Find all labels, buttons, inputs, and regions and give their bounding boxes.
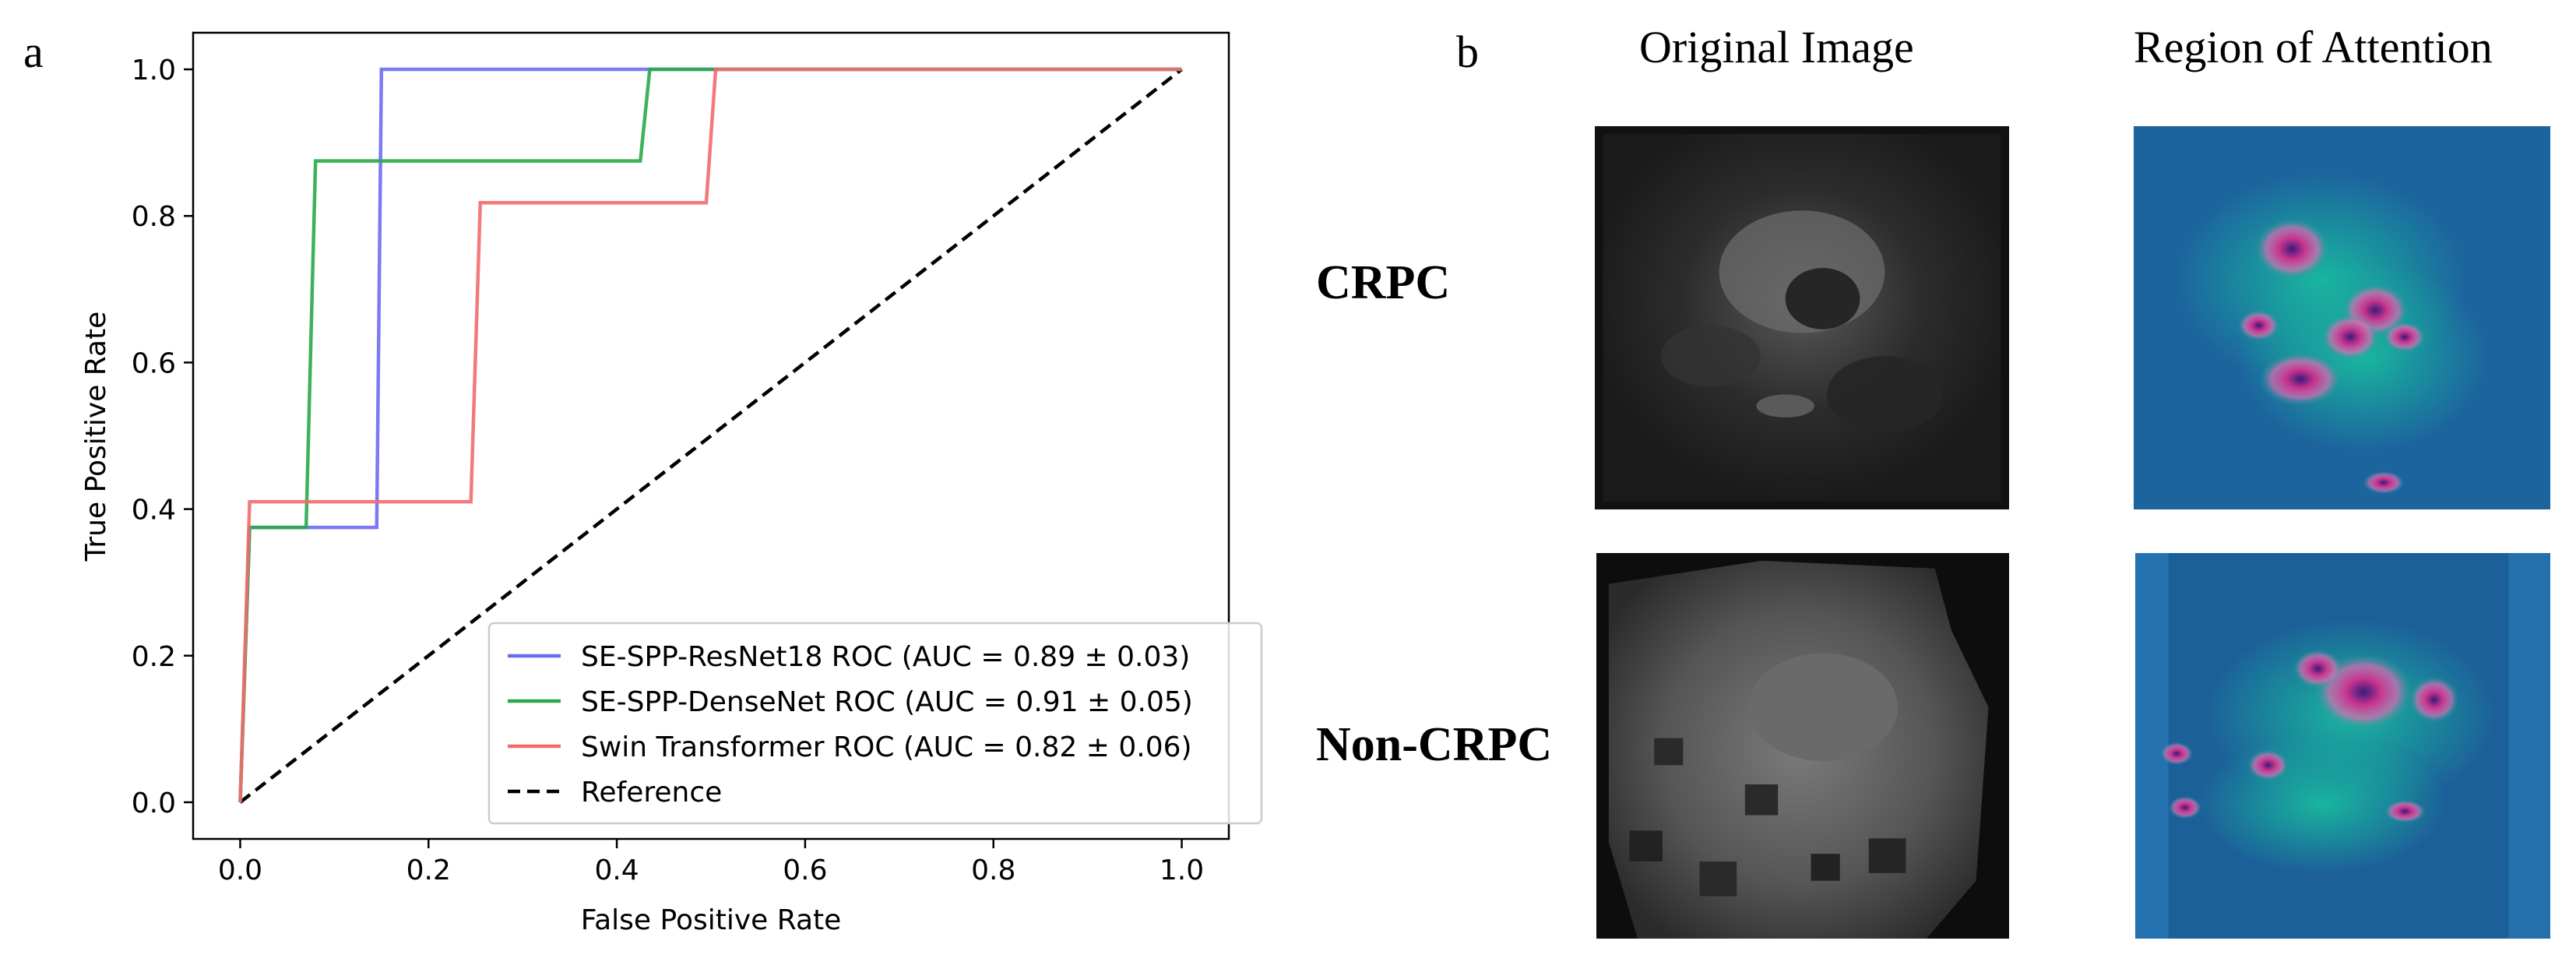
series-line-2	[238, 67, 1182, 803]
non-crpc-original-image	[1596, 553, 2009, 939]
x-tick-label: 0.2	[406, 854, 451, 886]
x-tick-label: 1.0	[1160, 854, 1204, 886]
col-header-original: Original Image	[1639, 22, 1914, 72]
x-tick-label: 0.0	[218, 854, 262, 886]
x-tick-label: 0.6	[783, 854, 827, 886]
col-header-attention: Region of Attention	[2134, 22, 2493, 72]
panel-a-letter: a	[23, 26, 44, 77]
legend-label-1: SE-SPP-DenseNet ROC (AUC = 0.91 ± 0.05)	[581, 686, 1193, 718]
panel-b-letter: b	[1456, 26, 1479, 77]
y-axis-label: True Positive Rate	[80, 312, 112, 562]
legend-label-0: SE-SPP-ResNet18 ROC (AUC = 0.89 ± 0.03)	[581, 641, 1190, 673]
legend-label-2: Swin Transformer ROC (AUC = 0.82 ± 0.06)	[581, 731, 1192, 763]
y-tick-label: 0.8	[132, 201, 176, 233]
crpc-original-image	[1595, 126, 2009, 509]
crpc-attention-map	[2134, 126, 2550, 509]
y-tick-label: 0.2	[132, 641, 176, 673]
non-crpc-attention-map	[2135, 553, 2550, 939]
legend-label-3: Reference	[581, 777, 722, 809]
y-tick-label: 1.0	[132, 55, 176, 86]
y-tick-label: 0.4	[132, 495, 176, 527]
row-label-non-crpc: Non-CRPC	[1316, 718, 1553, 771]
x-tick-label: 0.8	[971, 854, 1015, 886]
plot-frame	[192, 31, 1230, 840]
chart-legend: SE-SPP-ResNet18 ROC (AUC = 0.89 ± 0.03) S…	[487, 622, 1263, 825]
row-label-crpc: CRPC	[1316, 256, 1451, 309]
series-line-3	[239, 68, 1183, 804]
y-tick-label: 0.6	[132, 347, 176, 379]
x-axis-label: False Positive Rate	[581, 904, 842, 936]
y-tick-label: 0.0	[132, 788, 176, 819]
x-tick-label: 0.4	[594, 854, 639, 886]
legend-box	[487, 622, 1263, 825]
